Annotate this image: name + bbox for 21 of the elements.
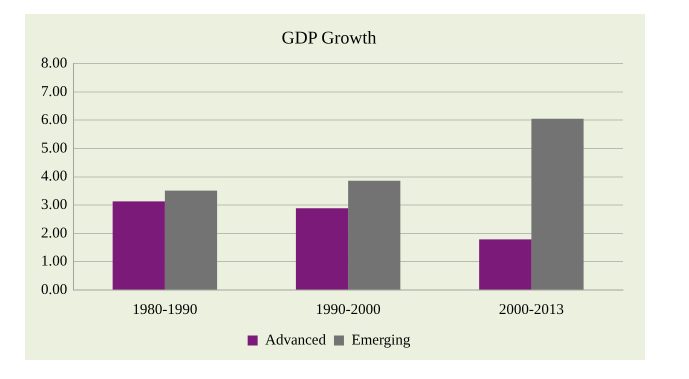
legend-label: Advanced [265,332,326,348]
x-tick-label: 1990-2000 [316,302,381,318]
y-tick-label: 8.00 [41,56,68,72]
x-tick-label: 1980-1990 [132,302,198,318]
y-tick-label: 3.00 [41,197,68,214]
x-tick-label: 2000-2013 [498,302,564,318]
bar [296,208,348,290]
y-tick-label: 4.00 [41,168,68,185]
chart-title: GDP Growth [282,28,376,48]
y-tick-label: 2.00 [41,225,68,242]
bar [112,201,165,290]
y-tick-label: 1.00 [41,254,68,270]
legend-label: Emerging [351,332,411,348]
y-tick-label: 0.00 [41,282,68,298]
bar [531,118,584,290]
y-tick-label: 5.00 [41,140,68,156]
bar [479,239,532,290]
y-tick-label: 6.00 [41,112,68,128]
y-tick-label: 7.00 [41,84,68,100]
bar [348,180,400,290]
bar [164,190,218,290]
